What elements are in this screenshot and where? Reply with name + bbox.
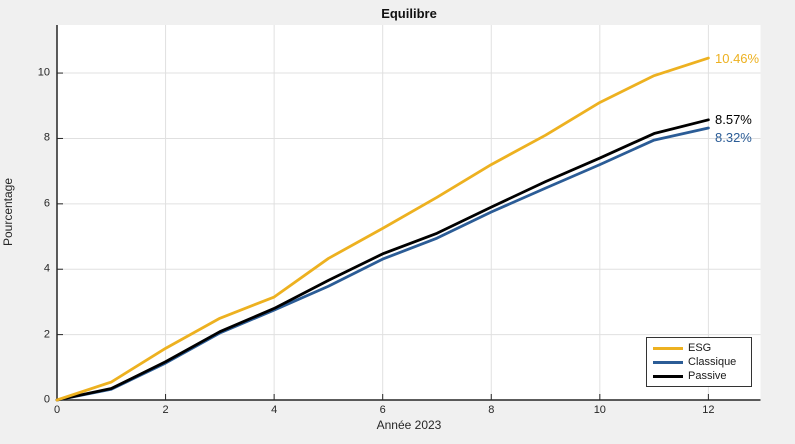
legend-item-passive: Passive xyxy=(647,369,751,383)
passive-end-value-label: 8.57% xyxy=(715,112,752,128)
x-tick-label: 2 xyxy=(162,404,169,416)
x-tick-label: 6 xyxy=(379,404,386,416)
y-tick-label: 8 xyxy=(43,131,50,144)
legend-label-esg: ESG xyxy=(688,342,712,354)
classique-end-value-label: 8.32% xyxy=(715,130,752,146)
y-tick-label: 10 xyxy=(37,66,50,79)
y-tick-label: 6 xyxy=(43,197,50,210)
legend-item-esg: ESG xyxy=(647,341,751,355)
passive-line-swatch xyxy=(653,374,683,378)
legend-box: ESG Classique Passive xyxy=(646,337,752,387)
esg-line-swatch xyxy=(653,346,683,350)
x-axis-label: Année 2023 xyxy=(376,418,442,432)
legend-label-passive: Passive xyxy=(688,370,727,382)
classique-line-swatch xyxy=(653,360,683,364)
y-tick-label: 0 xyxy=(43,393,50,406)
x-tick-label: 4 xyxy=(271,404,278,416)
x-tick-label: 12 xyxy=(702,404,715,416)
legend-label-classique: Classique xyxy=(688,356,737,368)
y-tick-label: 4 xyxy=(43,262,50,275)
x-tick-label: 0 xyxy=(53,404,61,416)
x-tick-label: 8 xyxy=(488,404,495,416)
legend-item-classique: Classique xyxy=(647,355,751,369)
chart-title: Equilibre xyxy=(381,6,437,21)
x-tick-label: 10 xyxy=(593,404,606,416)
esg-end-value-label: 10.46% xyxy=(715,50,760,66)
y-tick-label: 2 xyxy=(43,328,50,341)
